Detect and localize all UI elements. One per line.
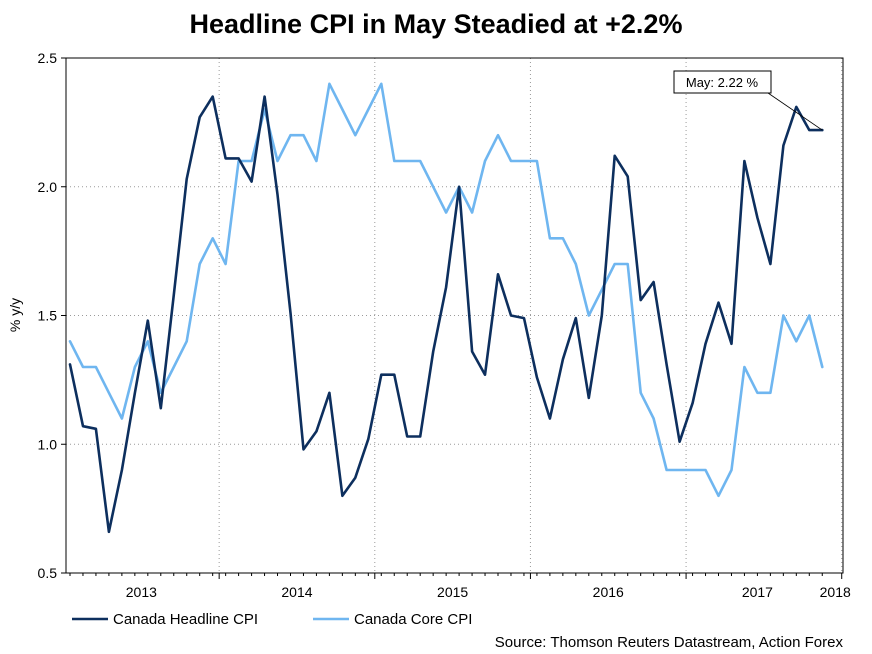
legend: Canada Headline CPI Canada Core CPI [72, 611, 472, 628]
x-tick-label-3: 2016 [593, 584, 624, 600]
x-tick-label-0: 2013 [126, 584, 157, 600]
x-axis-ticks: 2013 2014 2015 2016 2017 2018 [69, 573, 851, 600]
annotation-box [673, 70, 772, 94]
x-tick-label-2: 2015 [437, 584, 468, 600]
chart-title: Headline CPI in May Steadied at +2.2% [190, 9, 683, 39]
y-tick-label-3: 2.0 [38, 179, 58, 195]
y-tick-label-4: 2.5 [38, 50, 58, 66]
annotation-label: May: 2.22 % [686, 75, 759, 90]
annotation-leader-line [767, 92, 823, 131]
legend-label-core: Canada Core CPI [354, 611, 472, 628]
y-tick-label-1: 1.0 [38, 436, 58, 452]
x-tick-label-5: 2018 [820, 584, 851, 600]
series-line-headline [68, 95, 824, 534]
source-note: Source: Thomson Reuters Datastream, Acti… [495, 634, 844, 651]
y-tick-label-0: 0.5 [38, 565, 58, 581]
x-tick-label-1: 2014 [281, 584, 312, 600]
y-axis-ticks: 0.5 1.0 1.5 2.0 2.5 [38, 50, 66, 581]
x-tick-label-4: 2017 [742, 584, 773, 600]
series-lines [68, 82, 824, 534]
y-tick-label-2: 1.5 [38, 308, 58, 324]
y-grid [66, 186, 843, 445]
y-axis-label: % y/y [7, 298, 23, 332]
series-line-core [68, 82, 824, 498]
annotation: May: 2.22 % [673, 70, 823, 131]
legend-label-headline: Canada Headline CPI [113, 611, 258, 628]
